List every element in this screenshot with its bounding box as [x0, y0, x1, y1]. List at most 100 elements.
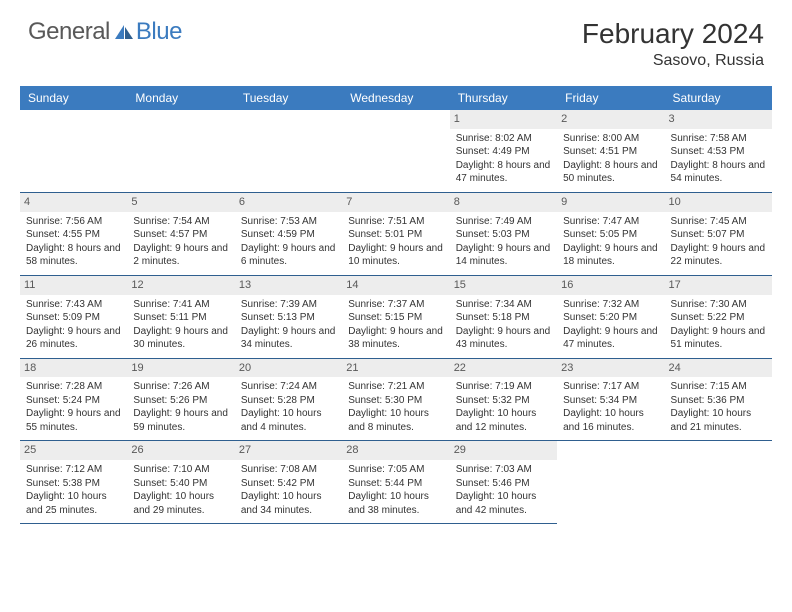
sunrise-line: Sunrise: 7:34 AM — [456, 298, 551, 312]
calendar-cell: 4Sunrise: 7:56 AMSunset: 4:55 PMDaylight… — [20, 192, 127, 275]
sunset-line: Sunset: 5:36 PM — [671, 394, 766, 408]
calendar-cell: 27Sunrise: 7:08 AMSunset: 5:42 PMDayligh… — [235, 441, 342, 524]
sunset-line: Sunset: 5:09 PM — [26, 311, 121, 325]
logo-text-general: General — [28, 18, 110, 46]
daylight-line: Daylight: 8 hours and 50 minutes. — [563, 159, 658, 186]
sunrise-line: Sunrise: 7:58 AM — [671, 132, 766, 146]
weekday-header: Monday — [127, 86, 234, 110]
day-number: 26 — [127, 441, 234, 460]
day-number: 1 — [450, 110, 557, 129]
daylight-line: Daylight: 10 hours and 34 minutes. — [241, 490, 336, 517]
sunset-line: Sunset: 5:44 PM — [348, 477, 443, 491]
sunset-line: Sunset: 5:15 PM — [348, 311, 443, 325]
sunset-line: Sunset: 4:57 PM — [133, 228, 228, 242]
weekday-header: Thursday — [450, 86, 557, 110]
sunrise-line: Sunrise: 7:45 AM — [671, 215, 766, 229]
sunrise-line: Sunrise: 7:10 AM — [133, 463, 228, 477]
day-number: 2 — [557, 110, 664, 129]
weekday-header: Tuesday — [235, 86, 342, 110]
calendar-cell: 20Sunrise: 7:24 AMSunset: 5:28 PMDayligh… — [235, 358, 342, 441]
calendar-cell: 29Sunrise: 7:03 AMSunset: 5:46 PMDayligh… — [450, 441, 557, 524]
day-number: 27 — [235, 441, 342, 460]
sunrise-line: Sunrise: 7:30 AM — [671, 298, 766, 312]
calendar-cell: 5Sunrise: 7:54 AMSunset: 4:57 PMDaylight… — [127, 192, 234, 275]
calendar-row: 11Sunrise: 7:43 AMSunset: 5:09 PMDayligh… — [20, 275, 772, 358]
daylight-line: Daylight: 9 hours and 10 minutes. — [348, 242, 443, 269]
calendar-cell — [342, 110, 449, 192]
daylight-line: Daylight: 8 hours and 54 minutes. — [671, 159, 766, 186]
day-number: 16 — [557, 276, 664, 295]
calendar-cell: 18Sunrise: 7:28 AMSunset: 5:24 PMDayligh… — [20, 358, 127, 441]
calendar-cell: 3Sunrise: 7:58 AMSunset: 4:53 PMDaylight… — [665, 110, 772, 192]
sunrise-line: Sunrise: 7:32 AM — [563, 298, 658, 312]
sunrise-line: Sunrise: 7:51 AM — [348, 215, 443, 229]
day-number: 3 — [665, 110, 772, 129]
calendar-cell: 28Sunrise: 7:05 AMSunset: 5:44 PMDayligh… — [342, 441, 449, 524]
sunrise-line: Sunrise: 7:15 AM — [671, 380, 766, 394]
sunrise-line: Sunrise: 7:05 AM — [348, 463, 443, 477]
sunrise-line: Sunrise: 7:28 AM — [26, 380, 121, 394]
daylight-line: Daylight: 9 hours and 34 minutes. — [241, 325, 336, 352]
daylight-line: Daylight: 10 hours and 25 minutes. — [26, 490, 121, 517]
day-number: 4 — [20, 193, 127, 212]
sunrise-line: Sunrise: 7:03 AM — [456, 463, 551, 477]
calendar-cell: 10Sunrise: 7:45 AMSunset: 5:07 PMDayligh… — [665, 192, 772, 275]
calendar-cell: 26Sunrise: 7:10 AMSunset: 5:40 PMDayligh… — [127, 441, 234, 524]
daylight-line: Daylight: 8 hours and 58 minutes. — [26, 242, 121, 269]
day-number: 9 — [557, 193, 664, 212]
sunset-line: Sunset: 5:07 PM — [671, 228, 766, 242]
day-number: 29 — [450, 441, 557, 460]
day-number: 6 — [235, 193, 342, 212]
daylight-line: Daylight: 9 hours and 30 minutes. — [133, 325, 228, 352]
weekday-header: Wednesday — [342, 86, 449, 110]
day-number: 20 — [235, 359, 342, 378]
sunrise-line: Sunrise: 7:24 AM — [241, 380, 336, 394]
daylight-line: Daylight: 9 hours and 6 minutes. — [241, 242, 336, 269]
daylight-line: Daylight: 9 hours and 38 minutes. — [348, 325, 443, 352]
day-number: 10 — [665, 193, 772, 212]
sunset-line: Sunset: 5:18 PM — [456, 311, 551, 325]
calendar-cell: 13Sunrise: 7:39 AMSunset: 5:13 PMDayligh… — [235, 275, 342, 358]
calendar-cell: 1 Sunrise: 8:02 AMSunset: 4:49 PMDaylight… — [450, 110, 557, 192]
daylight-line: Daylight: 8 hours and 47 minutes. — [456, 159, 551, 186]
calendar-cell: 14Sunrise: 7:37 AMSunset: 5:15 PMDayligh… — [342, 275, 449, 358]
sunset-line: Sunset: 5:24 PM — [26, 394, 121, 408]
calendar-cell: 11Sunrise: 7:43 AMSunset: 5:09 PMDayligh… — [20, 275, 127, 358]
daylight-line: Daylight: 9 hours and 55 minutes. — [26, 407, 121, 434]
calendar-row: 25Sunrise: 7:12 AMSunset: 5:38 PMDayligh… — [20, 441, 772, 524]
sunset-line: Sunset: 5:03 PM — [456, 228, 551, 242]
sunrise-line: Sunrise: 7:17 AM — [563, 380, 658, 394]
daylight-line: Daylight: 10 hours and 12 minutes. — [456, 407, 551, 434]
weekday-header: Friday — [557, 86, 664, 110]
sunset-line: Sunset: 5:13 PM — [241, 311, 336, 325]
sunset-line: Sunset: 5:42 PM — [241, 477, 336, 491]
calendar-row: 1Sunrise: 8:02 AMSunset: 4:49 PMDaylight… — [20, 110, 772, 192]
daylight-line: Daylight: 10 hours and 42 minutes. — [456, 490, 551, 517]
sunrise-line: Sunrise: 7:19 AM — [456, 380, 551, 394]
day-number: 5 — [127, 193, 234, 212]
day-number: 21 — [342, 359, 449, 378]
logo: General Blue — [28, 18, 182, 46]
sunrise-line: Sunrise: 7:39 AM — [241, 298, 336, 312]
sunrise-line: Sunrise: 8:02 AM — [456, 132, 551, 146]
sunrise-line: Sunrise: 7:56 AM — [26, 215, 121, 229]
calendar-cell: 21Sunrise: 7:21 AMSunset: 5:30 PMDayligh… — [342, 358, 449, 441]
sunrise-line: Sunrise: 8:00 AM — [563, 132, 658, 146]
sunrise-line: Sunrise: 7:53 AM — [241, 215, 336, 229]
calendar-table: SundayMondayTuesdayWednesdayThursdayFrid… — [20, 86, 772, 524]
daylight-line: Daylight: 9 hours and 51 minutes. — [671, 325, 766, 352]
weekday-header: Saturday — [665, 86, 772, 110]
daylight-line: Daylight: 10 hours and 29 minutes. — [133, 490, 228, 517]
day-number: 7 — [342, 193, 449, 212]
day-number: 25 — [20, 441, 127, 460]
calendar-cell: 19Sunrise: 7:26 AMSunset: 5:26 PMDayligh… — [127, 358, 234, 441]
sunset-line: Sunset: 4:49 PM — [456, 145, 551, 159]
weekday-header: Sunday — [20, 86, 127, 110]
sunset-line: Sunset: 4:51 PM — [563, 145, 658, 159]
daylight-line: Daylight: 9 hours and 59 minutes. — [133, 407, 228, 434]
title-block: February 2024 Sasovo, Russia — [582, 18, 764, 70]
sunrise-line: Sunrise: 7:41 AM — [133, 298, 228, 312]
calendar-cell: 8Sunrise: 7:49 AMSunset: 5:03 PMDaylight… — [450, 192, 557, 275]
calendar-cell: 25Sunrise: 7:12 AMSunset: 5:38 PMDayligh… — [20, 441, 127, 524]
daylight-line: Daylight: 10 hours and 21 minutes. — [671, 407, 766, 434]
